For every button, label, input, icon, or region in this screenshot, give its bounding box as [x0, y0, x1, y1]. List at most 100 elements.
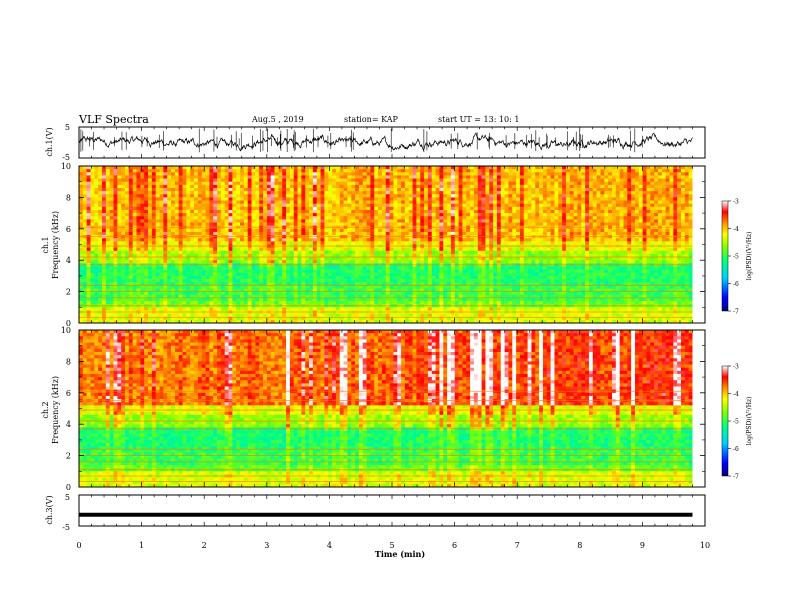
spectrogram-cell	[236, 253, 241, 258]
spectrogram-cell	[194, 178, 199, 182]
spectrogram-cell	[462, 206, 467, 211]
spectrogram-cell	[554, 238, 559, 242]
spectrogram-cell	[654, 194, 659, 198]
spectrogram-cell	[274, 250, 279, 255]
spectrogram-cell	[335, 213, 341, 217]
spectrogram-cell	[638, 175, 643, 179]
spectrogram-cell	[366, 247, 371, 252]
spectrogram-cell	[297, 184, 302, 189]
spectrogram-cell	[504, 253, 509, 258]
spectrogram-cell	[125, 219, 130, 223]
spectrogram-cell	[366, 209, 371, 214]
spectrogram-cell	[148, 181, 153, 186]
spectrogram-cell	[278, 178, 283, 182]
spectrogram-cell	[381, 241, 387, 245]
spectrogram-cell	[335, 169, 341, 173]
spectrogram-cell	[178, 175, 183, 179]
spectrogram-cell	[627, 231, 632, 236]
spectrogram-cell	[232, 241, 237, 245]
spectrogram-cell	[79, 184, 84, 189]
spectrogram-cell	[378, 191, 383, 195]
spectrogram-cell	[565, 216, 571, 220]
spectrogram-cell	[266, 219, 272, 223]
spectrogram-cell	[504, 241, 509, 245]
spectrogram-cell	[412, 250, 417, 255]
spectrogram-cell	[347, 200, 352, 204]
spectrogram-cell	[684, 228, 689, 233]
spectrogram-cell	[661, 200, 666, 204]
spectrogram-cell	[155, 253, 160, 258]
spectrogram-cell	[627, 175, 632, 179]
spectrogram-cell	[205, 191, 210, 195]
spectrogram-cell	[282, 200, 287, 204]
spectrogram-cell	[424, 194, 429, 198]
spectrogram-cell	[458, 209, 463, 214]
spectrogram-cell	[132, 194, 137, 198]
spectrogram-cell	[500, 197, 505, 201]
spectrogram-cell	[481, 257, 486, 261]
spectrogram-cell	[401, 166, 406, 170]
spectrogram-cell	[263, 206, 268, 211]
spectrogram-cell	[217, 253, 222, 258]
spectrogram-cell	[481, 187, 486, 192]
spectrogram-cell	[573, 253, 578, 258]
spectrogram-cell	[217, 191, 222, 195]
spectrogram-cell	[424, 219, 429, 223]
spectrogram-cell	[255, 247, 260, 252]
spectrogram-cell	[562, 184, 567, 189]
spectrogram-cell	[619, 200, 624, 204]
spectrogram-cell	[581, 216, 586, 220]
spectrogram-cell	[519, 209, 525, 214]
spectrogram-cell	[205, 187, 210, 192]
spectrogram-cell	[194, 166, 199, 170]
spectrogram-cell	[324, 187, 329, 192]
spectrogram-cell	[243, 250, 248, 255]
spectrogram-cell	[493, 184, 498, 189]
spectrogram-cell	[604, 191, 609, 195]
spectrogram-cell	[362, 203, 367, 208]
spectrogram-cell	[634, 181, 640, 186]
spectrogram-cell	[531, 194, 536, 198]
spectrogram-cell	[335, 206, 341, 211]
spectrogram-cell	[404, 213, 410, 217]
spectrogram-cell	[270, 169, 275, 173]
spectrogram-cell	[427, 209, 433, 214]
spectrogram-cell	[109, 231, 114, 236]
spectrogram-cell	[220, 172, 225, 176]
spectrogram-cell	[86, 219, 91, 223]
spectrogram-cell	[615, 247, 620, 252]
spectrogram-cell	[305, 172, 310, 176]
spectrogram-cell	[320, 209, 325, 214]
spectrogram-cell	[588, 257, 594, 261]
spectrogram-cell	[638, 194, 643, 198]
spectrogram-cell	[167, 219, 172, 223]
spectrogram-cell	[562, 250, 567, 255]
spectrogram-cell	[343, 222, 348, 226]
spectrogram-cell	[470, 184, 475, 189]
spectrogram-cell	[259, 184, 264, 189]
spectrogram-cell	[500, 253, 505, 258]
spectrogram-cell	[539, 181, 544, 186]
spectrogram-cell	[680, 231, 686, 236]
spectrogram-cell	[140, 181, 145, 186]
spectrogram-cell	[263, 216, 268, 220]
spectrogram-cell	[397, 184, 402, 189]
spectrogram-cell	[688, 222, 693, 226]
spectrogram-cell	[263, 184, 268, 189]
spectrogram-cell	[178, 181, 183, 186]
spectrogram-cell	[657, 166, 663, 170]
spectrogram-cell	[661, 257, 666, 261]
spectrogram-cell	[477, 203, 482, 208]
spectrogram-cell	[473, 241, 479, 245]
spectrogram-cell	[232, 166, 237, 170]
spectrogram-cell	[665, 257, 670, 261]
spectrogram-cell	[508, 228, 513, 233]
spectrogram-cell	[159, 257, 164, 261]
spectrogram-cell	[236, 194, 241, 198]
spectrogram-cell	[523, 200, 528, 204]
spectrogram-cell	[339, 206, 344, 211]
spectrogram-cell	[148, 166, 153, 170]
spectrogram-cell	[401, 187, 406, 192]
spectrogram-cell	[194, 253, 199, 258]
spectrogram-cell	[519, 175, 525, 179]
